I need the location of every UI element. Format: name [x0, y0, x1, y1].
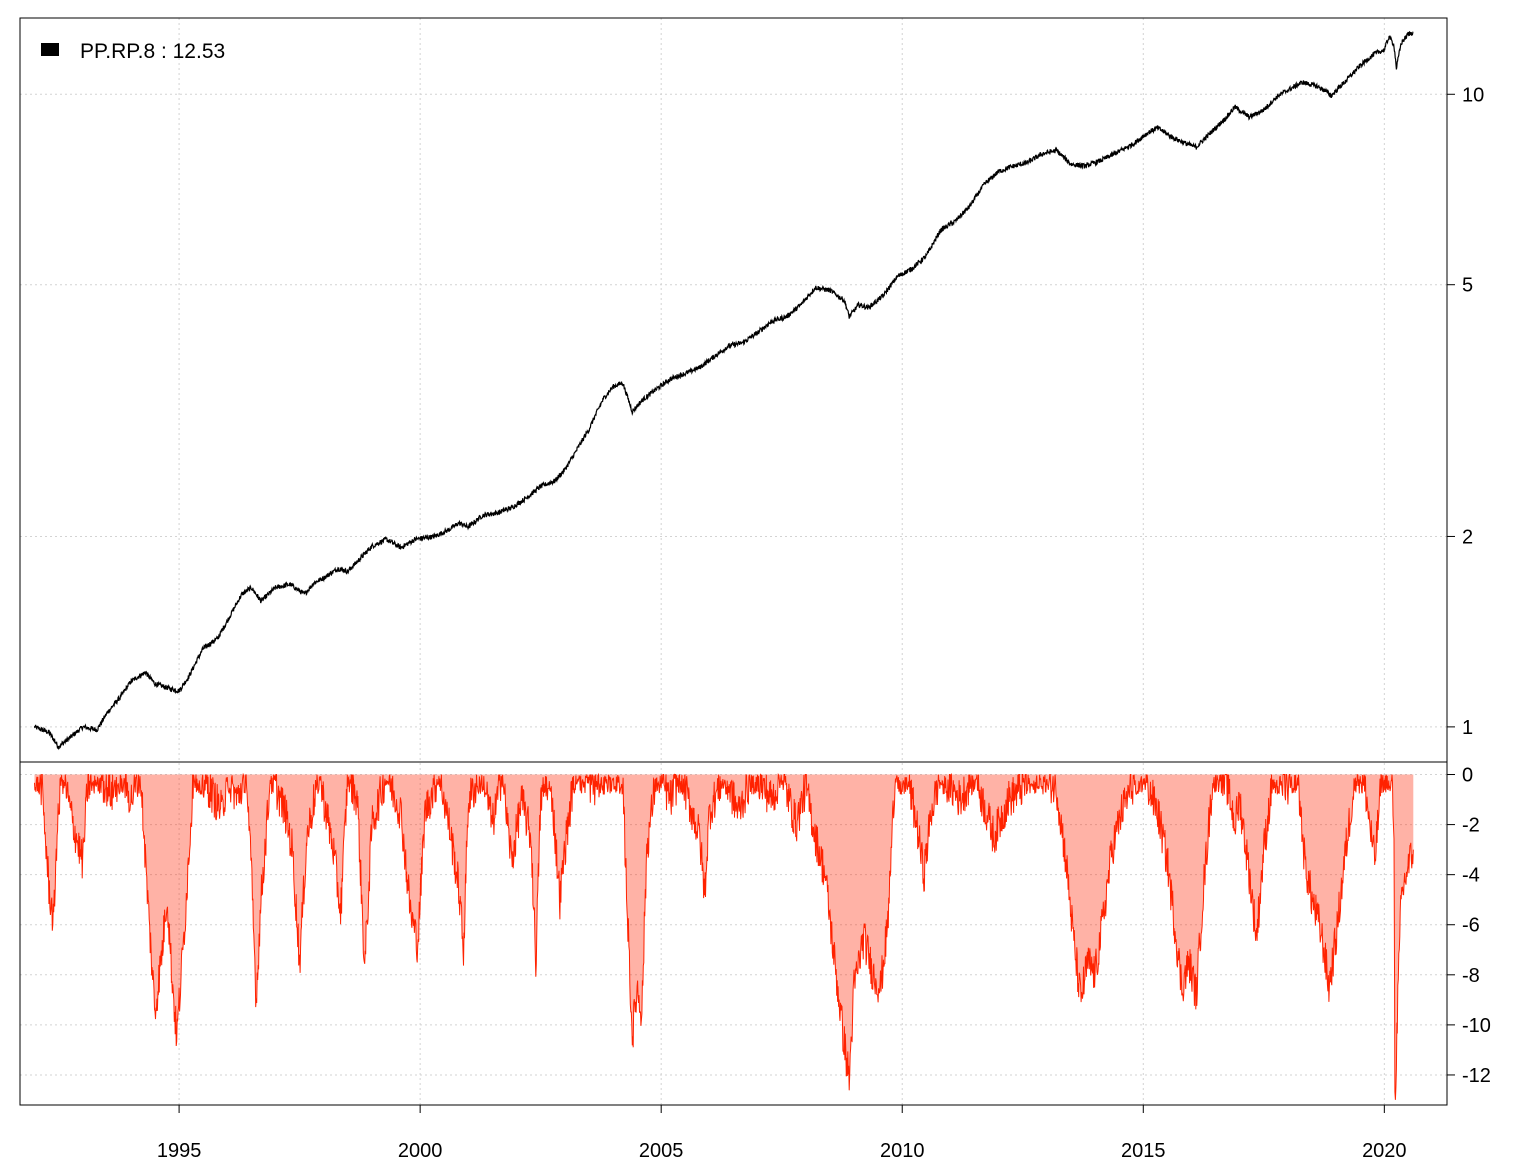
legend-swatch	[41, 43, 59, 56]
y-tick-label: 1	[1462, 717, 1473, 739]
performance-y-ticks: 1 2 5 10	[1447, 84, 1484, 739]
y-tick-label: -2	[1462, 815, 1480, 837]
y-tick-label: -6	[1462, 915, 1480, 937]
x-tick-label: 2010	[880, 1140, 925, 1162]
top-panel-frame	[19, 17, 1448, 763]
y-tick-label: -8	[1462, 965, 1480, 987]
drawdown-area	[34, 774, 1414, 1100]
y-tick-label: 0	[1462, 765, 1473, 787]
bottom-panel-frame	[19, 761, 1448, 1106]
y-tick-label: 5	[1462, 275, 1473, 297]
legend-label: PP.RP.8 : 12.53	[80, 40, 225, 63]
performance-line	[33, 30, 1414, 751]
y-tick-label: -12	[1462, 1065, 1491, 1087]
y-tick-label: -10	[1462, 1015, 1491, 1037]
x-tick-label: 2015	[1121, 1140, 1166, 1162]
x-tick-label: 2020	[1362, 1140, 1407, 1162]
drawdown-y-ticks: 0 -2 -4 -6 -8 -10 -12	[1447, 765, 1491, 1087]
legend: PP.RP.8 : 12.53	[41, 40, 225, 63]
y-tick-label: -4	[1462, 865, 1480, 887]
plot-frame	[19, 17, 1448, 1106]
x-tick-label: 2000	[398, 1140, 443, 1162]
x-tick-label: 2005	[639, 1140, 684, 1162]
drawdown-series	[34, 772, 1414, 1100]
grid-lines	[20, 18, 1447, 1105]
y-tick-label: 10	[1462, 84, 1484, 106]
x-tick-label: 1995	[157, 1140, 202, 1162]
drawdown-line	[34, 772, 1414, 1100]
x-axis-ticks: 1995 2000 2005 2010 2015 2020	[157, 1105, 1407, 1162]
y-tick-label: 2	[1462, 526, 1473, 548]
performance-series	[33, 30, 1414, 751]
